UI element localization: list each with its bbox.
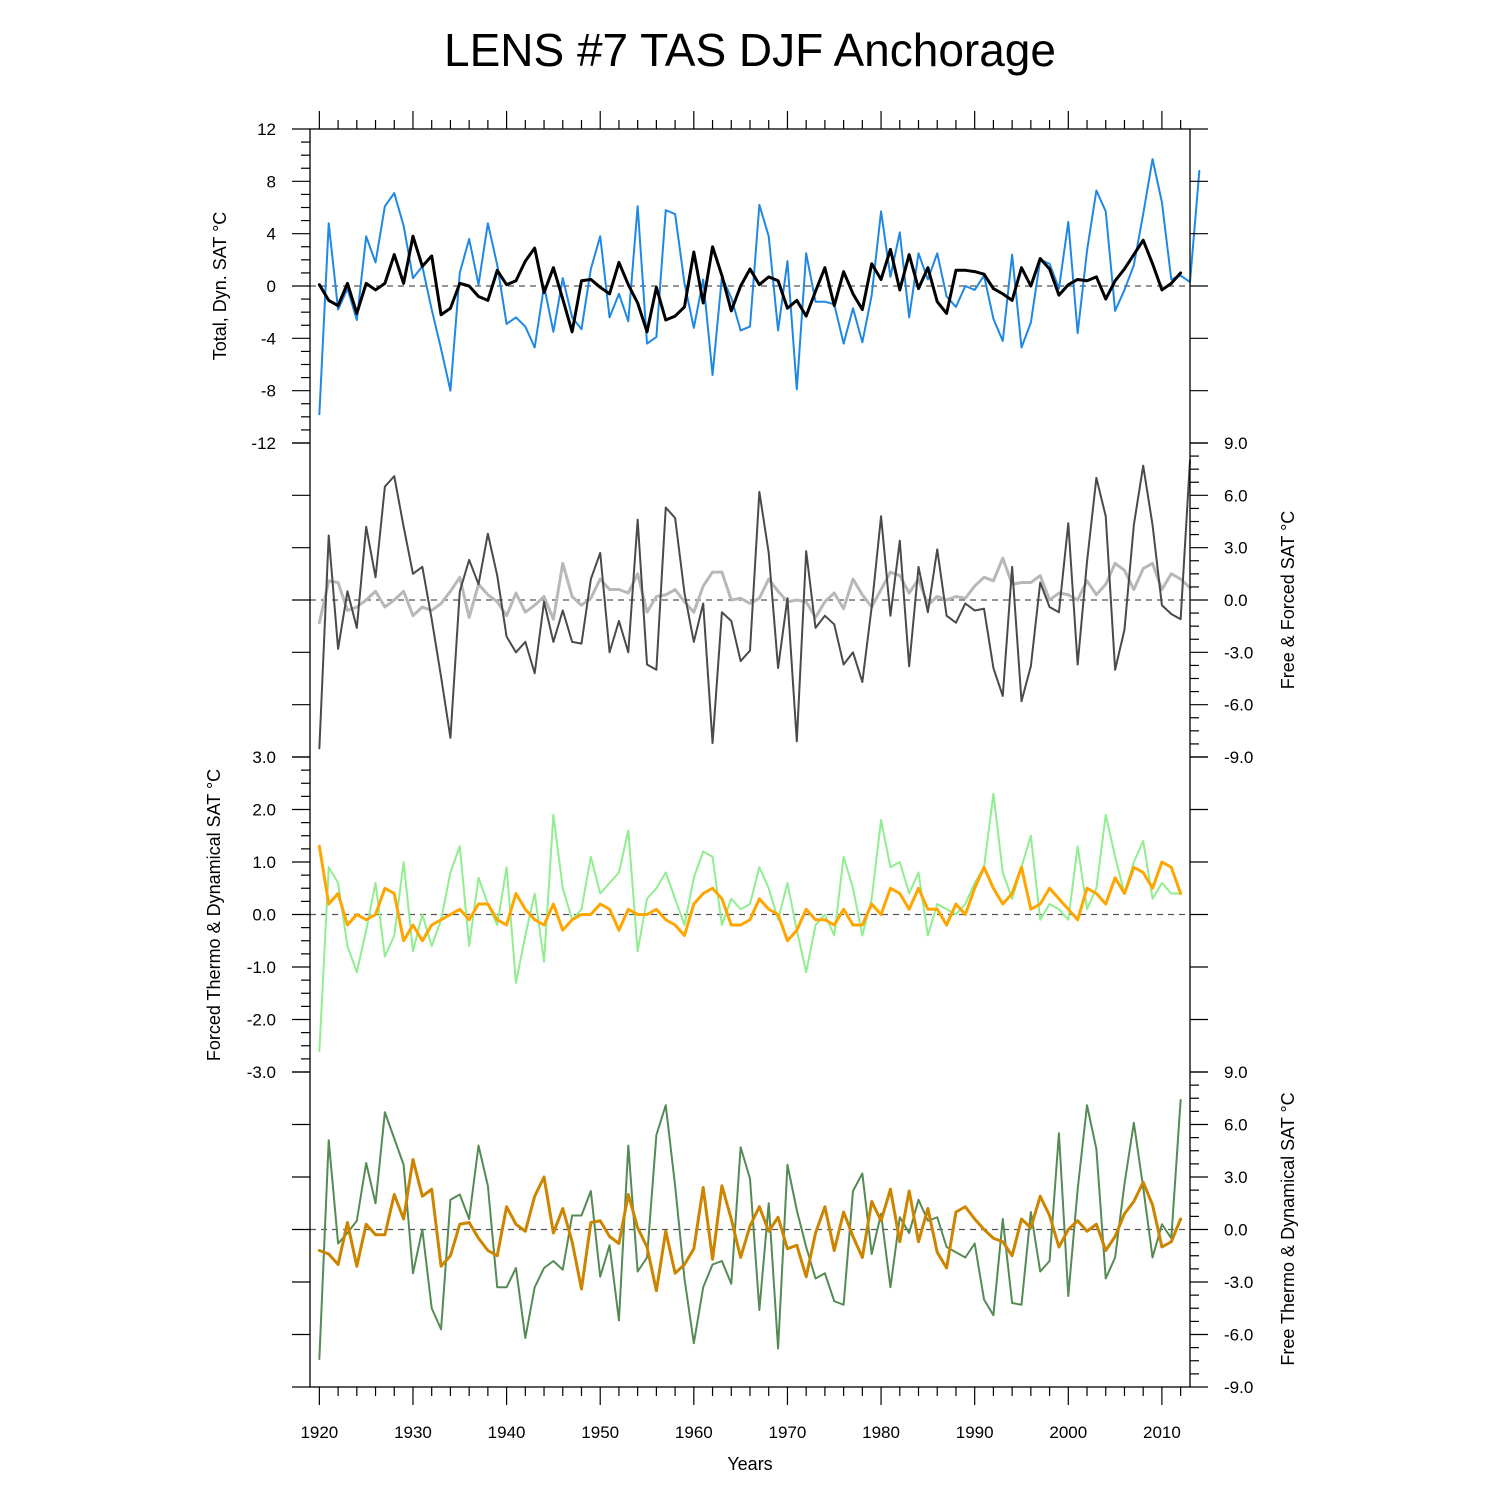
y-tick-label: -9.0 <box>1224 1378 1253 1397</box>
x-axis-title: Years <box>727 1454 772 1474</box>
x-tick-label: 1960 <box>675 1423 713 1442</box>
y-tick-label: 12 <box>257 120 276 139</box>
y-axis-title-panel-3: Forced Thermo & Dynamical SAT °C <box>204 769 224 1061</box>
y-tick-label: -12 <box>251 434 276 453</box>
series-line-free-dynamical-sat <box>317 1158 1183 1293</box>
series-line-free-thermodynamic-sat <box>318 1099 1182 1360</box>
zero-reference-lines <box>310 285 1190 1231</box>
y-axis-title-panel-2: Free & Forced SAT °C <box>1278 511 1298 690</box>
x-tick-label: 1950 <box>581 1423 619 1442</box>
y-axis-title-panel-1: Total, Dyn. SAT °C <box>210 212 230 361</box>
y-tick-label: 3.0 <box>252 748 276 767</box>
y-tick-label: 9.0 <box>1224 1063 1248 1082</box>
x-tick-label: 1970 <box>769 1423 807 1442</box>
tick-labels: 1920 1930 1940 1950 1960 1970 1980 1990 2000 2010… <box>247 120 1254 1442</box>
y-tick-label: 6.0 <box>1224 1116 1248 1135</box>
series-layer <box>317 158 1201 1360</box>
y-tick-label: -2.0 <box>247 1011 276 1030</box>
y-tick-label: 6.0 <box>1224 486 1248 505</box>
y-tick-label: -3.0 <box>1224 643 1253 662</box>
x-tick-label: 1940 <box>488 1423 526 1442</box>
x-tick-label: 1990 <box>956 1423 994 1442</box>
series-line-forced-dynamical-sat <box>317 844 1183 943</box>
y-tick-label: 2.0 <box>252 801 276 820</box>
y-tick-label: 0 <box>267 277 276 296</box>
y-tick-label: -8 <box>261 382 276 401</box>
y-tick-label: 9.0 <box>1224 434 1248 453</box>
x-tick-label: 1980 <box>862 1423 900 1442</box>
series-line-free-sat <box>318 459 1191 750</box>
y-tick-label: -3.0 <box>247 1063 276 1082</box>
series-line-dynamical-sat <box>317 234 1183 334</box>
chart-title: LENS #7 TAS DJF Anchorage <box>444 24 1056 76</box>
x-tick-label: 2010 <box>1143 1423 1181 1442</box>
y-tick-label: 4 <box>267 225 276 244</box>
y-tick-label: 8 <box>267 172 276 191</box>
y-tick-label: -4 <box>261 329 276 348</box>
x-tick-label: 1930 <box>394 1423 432 1442</box>
series-line-forced-sat <box>317 556 1192 625</box>
y-tick-label: -6.0 <box>1224 696 1253 715</box>
y-tick-label: -6.0 <box>1224 1326 1253 1345</box>
y-tick-label: -1.0 <box>247 958 276 977</box>
y-tick-label: 3.0 <box>1224 539 1248 558</box>
axes <box>292 111 1208 1405</box>
y-tick-label: 3.0 <box>1224 1168 1248 1187</box>
y-tick-label: 1.0 <box>252 853 276 872</box>
y-tick-label: 0.0 <box>252 906 276 925</box>
y-axis-title-panel-4: Free Thermo & Dynamical SAT °C <box>1278 1092 1298 1365</box>
y-tick-label: -9.0 <box>1224 748 1253 767</box>
y-tick-label: 0.0 <box>1224 591 1248 610</box>
series-line-forced-thermodynamic-sat <box>318 792 1182 1052</box>
x-tick-label: 2000 <box>1049 1423 1087 1442</box>
y-tick-label: 0.0 <box>1224 1221 1248 1240</box>
y-tick-label: -3.0 <box>1224 1273 1253 1292</box>
x-tick-label: 1920 <box>300 1423 338 1442</box>
series-line-total-sat <box>318 158 1201 416</box>
plot-frame <box>309 128 1191 1388</box>
